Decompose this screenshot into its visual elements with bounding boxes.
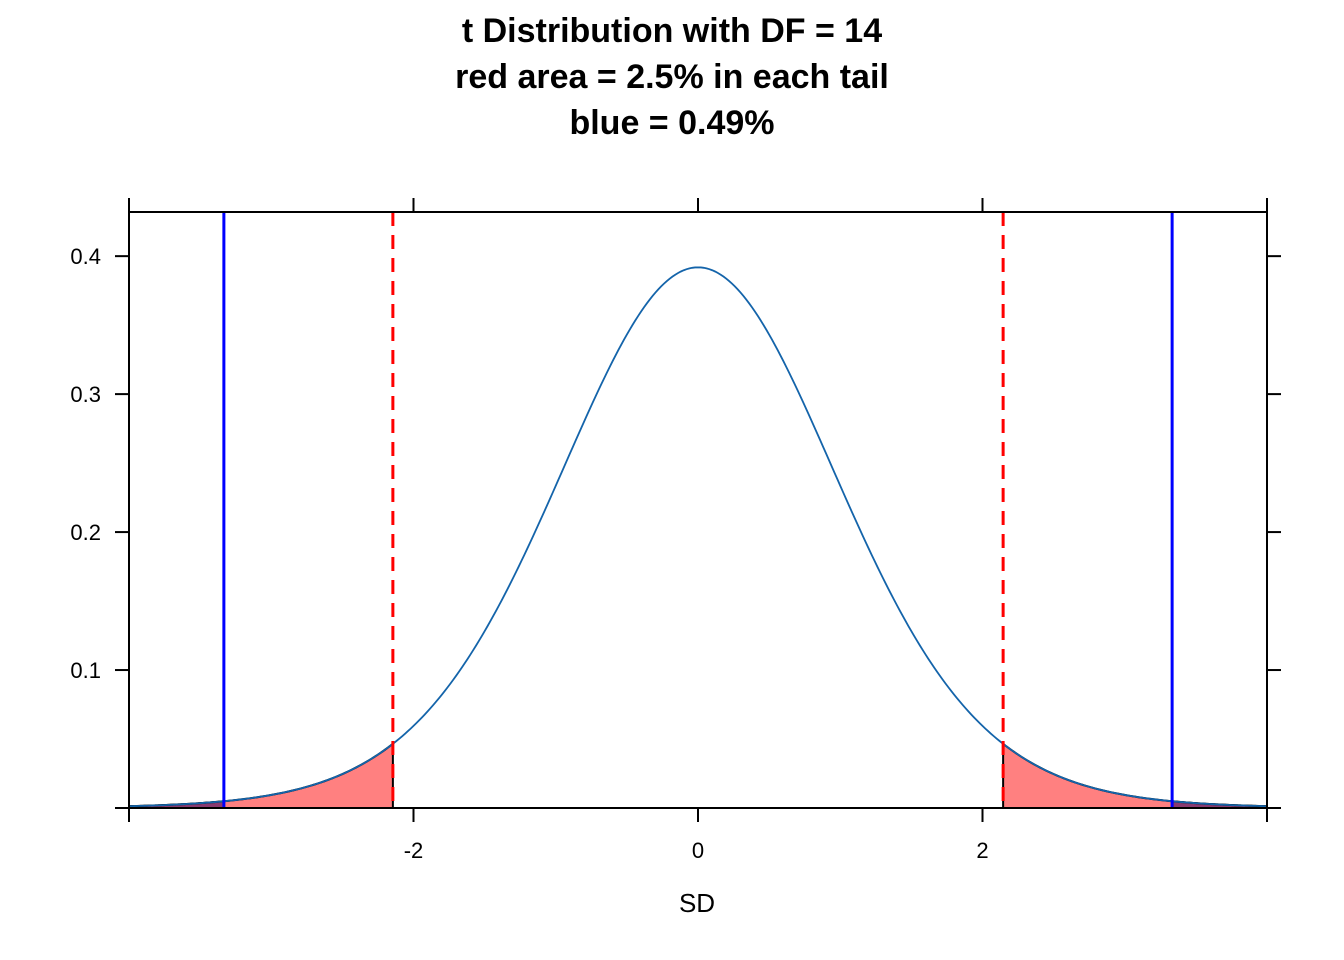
y-tick-label: 0.1 bbox=[70, 658, 101, 683]
left-red-tail-area bbox=[128, 741, 394, 809]
x-tick-label: 0 bbox=[692, 838, 704, 863]
y-tick-label: 0.2 bbox=[70, 520, 101, 545]
x-tick-label: 2 bbox=[976, 838, 988, 863]
chart-title-line-1: t Distribution with DF = 14 bbox=[461, 12, 883, 50]
density-curve bbox=[128, 266, 1268, 808]
y-tick-label: 0.4 bbox=[70, 244, 101, 269]
plot-frame bbox=[128, 211, 1268, 809]
x-tick-label: -2 bbox=[404, 838, 424, 863]
x-axis-label: SD bbox=[679, 888, 715, 918]
chart-title-line-2: red area = 2.5% in each tail bbox=[455, 58, 889, 96]
y-tick-label: 0.3 bbox=[70, 382, 101, 407]
chart-title-line-3: blue = 0.49% bbox=[569, 104, 775, 142]
right-red-tail-area bbox=[1002, 741, 1268, 809]
